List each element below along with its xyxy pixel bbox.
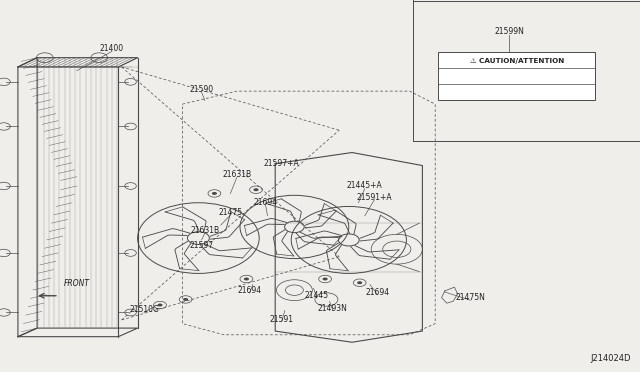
Text: 21694: 21694 bbox=[365, 288, 390, 296]
Bar bbox=[438, 52, 595, 100]
Text: 21631B: 21631B bbox=[190, 226, 220, 235]
Text: 21597: 21597 bbox=[189, 241, 214, 250]
Text: ⚠ CAUTION/ATTENTION: ⚠ CAUTION/ATTENTION bbox=[470, 58, 564, 64]
Text: 21694: 21694 bbox=[253, 198, 278, 207]
Text: 21475N: 21475N bbox=[456, 293, 485, 302]
Circle shape bbox=[183, 298, 188, 301]
Text: 21597+A: 21597+A bbox=[264, 159, 300, 168]
Text: FRONT: FRONT bbox=[64, 279, 90, 288]
Circle shape bbox=[357, 281, 362, 284]
Circle shape bbox=[212, 192, 217, 195]
Text: 21475: 21475 bbox=[218, 208, 243, 217]
Text: 21445+A: 21445+A bbox=[347, 182, 383, 190]
Text: 21599N: 21599N bbox=[494, 27, 524, 36]
Text: 21591+A: 21591+A bbox=[356, 193, 392, 202]
Circle shape bbox=[323, 278, 328, 280]
Text: 21590: 21590 bbox=[189, 85, 214, 94]
Text: 21599N: 21599N bbox=[468, 55, 498, 64]
Circle shape bbox=[157, 304, 163, 307]
Text: 21445: 21445 bbox=[305, 291, 329, 300]
Text: 21493N: 21493N bbox=[318, 304, 348, 312]
Circle shape bbox=[253, 188, 259, 191]
Text: 21694: 21694 bbox=[237, 286, 262, 295]
Text: 21510G: 21510G bbox=[129, 305, 159, 314]
Circle shape bbox=[244, 278, 249, 280]
Text: 21400: 21400 bbox=[100, 44, 124, 53]
Text: 21631B: 21631B bbox=[222, 170, 252, 179]
Text: J214024D: J214024D bbox=[590, 354, 630, 363]
Text: 21591: 21591 bbox=[269, 315, 294, 324]
